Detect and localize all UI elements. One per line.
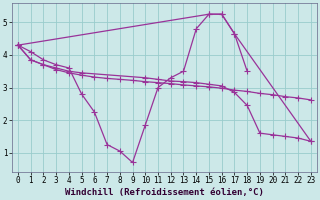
X-axis label: Windchill (Refroidissement éolien,°C): Windchill (Refroidissement éolien,°C) <box>65 188 264 197</box>
